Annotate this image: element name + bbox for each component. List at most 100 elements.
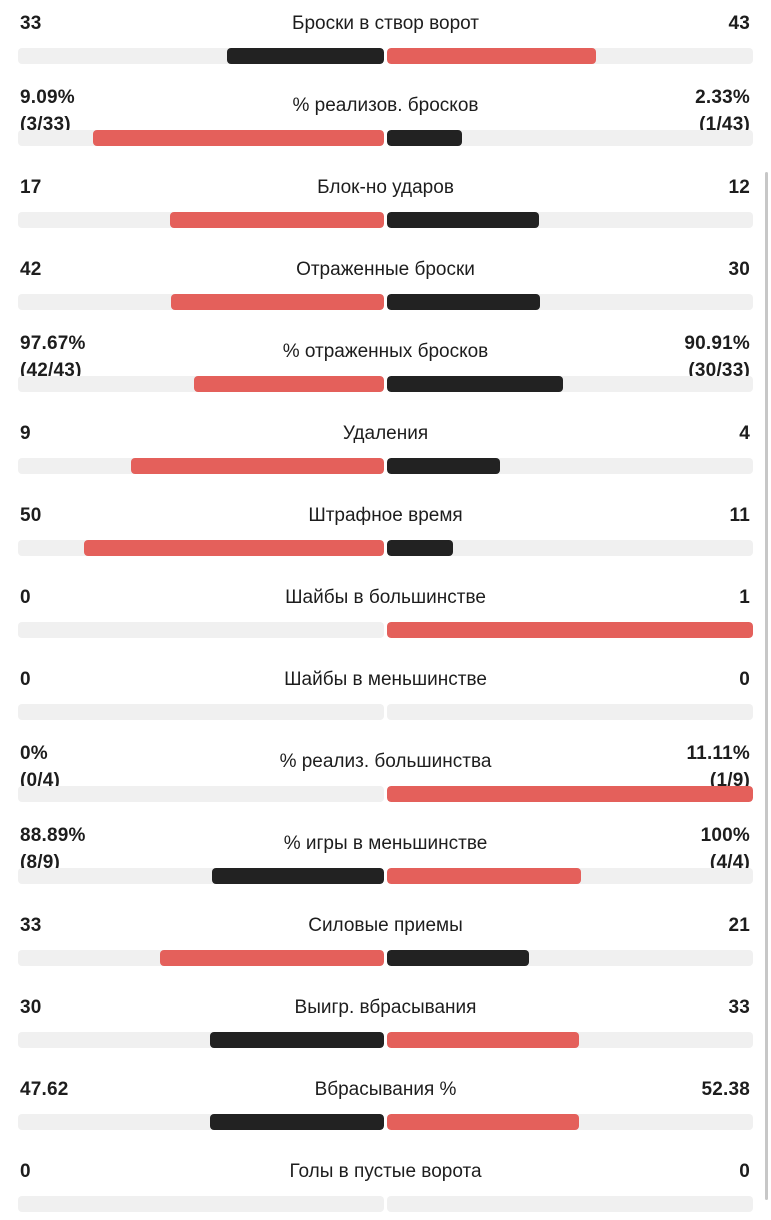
stat-row: 0% (0/4) % реализ. большинства 11.11% (1/9): [0, 728, 771, 810]
home-value: 47.62: [20, 1076, 69, 1103]
home-value: 30: [20, 994, 42, 1021]
stat-row: 0 Голы в пустые ворота 0: [0, 1138, 771, 1220]
home-bar-track: [18, 376, 384, 392]
stat-label: Удаления: [342, 423, 429, 444]
away-bar-track: [387, 212, 753, 228]
away-bar-fill: [387, 376, 563, 392]
home-bar-track: [18, 786, 384, 802]
home-bar-track: [18, 48, 384, 64]
home-value-main: 9: [20, 423, 31, 444]
away-value-main: 100%: [700, 825, 750, 846]
home-value: 33: [20, 912, 42, 939]
stat-row: 88.89% (8/9) % игры в меньшинстве 100% (4/4): [0, 810, 771, 892]
home-value: 88.89% (8/9): [20, 822, 86, 876]
home-bar-track: [18, 950, 384, 966]
away-bar-track: [387, 1114, 753, 1130]
away-value-main: 90.91%: [684, 333, 750, 354]
away-bar-track: [387, 1196, 753, 1212]
away-value: 30: [728, 256, 750, 283]
away-value-main: 1: [739, 587, 750, 608]
home-value-detail: (8/9): [20, 852, 61, 873]
away-bar-track: [387, 376, 753, 392]
home-value-main: 97.67%: [20, 333, 86, 354]
away-value-main: 12: [728, 177, 750, 198]
away-value-main: 43: [728, 13, 750, 34]
away-value-main: 11: [729, 505, 750, 526]
away-value: 52.38: [701, 1076, 750, 1103]
away-bar-fill: [387, 950, 529, 966]
home-value-main: 0: [20, 1161, 31, 1182]
stat-row: 97.67% (42/43) % отраженных бросков 90.91% (…: [0, 318, 771, 400]
stat-label: Блок-но ударов: [317, 177, 454, 198]
away-bar-track: [387, 704, 753, 720]
away-bar-fill: [387, 868, 581, 884]
away-value-main: 52.38: [701, 1079, 750, 1100]
home-bar-fill: [227, 48, 384, 64]
away-value: 1: [739, 584, 750, 611]
scrollbar[interactable]: [765, 172, 768, 1200]
away-bar-fill: [387, 1032, 579, 1048]
home-value-main: 0: [20, 669, 31, 690]
away-bar-track: [387, 130, 753, 146]
stat-row: 33 Силовые приемы 21: [0, 892, 771, 974]
away-value-main: 2.33%: [695, 87, 750, 108]
stat-label: Штрафное время: [308, 505, 463, 526]
home-bar-track: [18, 540, 384, 556]
stat-row: 47.62 Вбрасывания % 52.38: [0, 1056, 771, 1138]
away-bar-track: [387, 786, 753, 802]
home-bar-fill: [171, 294, 384, 310]
away-bar-track: [387, 950, 753, 966]
home-value-main: 50: [20, 505, 42, 526]
away-bar-fill: [387, 786, 753, 802]
home-bar-fill: [160, 950, 384, 966]
away-bar-track: [387, 294, 753, 310]
away-bar-fill: [387, 48, 596, 64]
stat-row: 0 Шайбы в большинстве 1: [0, 564, 771, 646]
home-bar-fill: [170, 212, 384, 228]
stat-label: Отраженные броски: [296, 259, 475, 280]
away-value: 4: [739, 420, 750, 447]
away-value-detail: (1/9): [709, 770, 750, 791]
home-bar-fill: [194, 376, 384, 392]
stat-row: 30 Выигр. вбрасывания 33: [0, 974, 771, 1056]
home-bar-fill: [210, 1032, 384, 1048]
stat-row: 42 Отраженные броски 30: [0, 236, 771, 318]
stat-label: Выигр. вбрасывания: [294, 997, 477, 1018]
home-value: 0: [20, 666, 31, 693]
home-value-detail: (42/43): [20, 360, 82, 381]
away-value: 12: [728, 174, 750, 201]
away-value: 2.33% (1/43): [695, 84, 750, 138]
away-bar-fill: [387, 130, 462, 146]
home-value: 9.09% (3/33): [20, 84, 75, 138]
away-value: 11.11% (1/9): [686, 740, 750, 794]
home-bar-track: [18, 868, 384, 884]
home-value-main: 33: [20, 13, 42, 34]
stat-label: % отраженных бросков: [282, 341, 489, 362]
home-value-main: 88.89%: [20, 825, 86, 846]
away-value: 21: [728, 912, 750, 939]
home-value-main: 9.09%: [20, 87, 75, 108]
home-value-detail: (0/4): [20, 770, 61, 791]
away-bar-fill: [387, 1114, 579, 1130]
stat-row: 33 Броски в створ ворот 43: [0, 0, 771, 72]
home-value: 17: [20, 174, 42, 201]
home-bar-track: [18, 458, 384, 474]
away-value: 100% (4/4): [701, 822, 750, 876]
away-value-main: 21: [728, 915, 750, 936]
home-bar-track: [18, 704, 384, 720]
home-bar-fill: [93, 130, 384, 146]
home-value: 50: [20, 502, 42, 529]
away-bar-fill: [387, 212, 539, 228]
home-value-main: 30: [20, 997, 42, 1018]
away-bar-track: [387, 458, 753, 474]
home-bar-track: [18, 294, 384, 310]
away-bar-track: [387, 622, 753, 638]
home-value: 0: [20, 1158, 31, 1185]
away-bar-track: [387, 540, 753, 556]
home-value: 9: [20, 420, 31, 447]
home-value-main: 33: [20, 915, 42, 936]
home-bar-fill: [84, 540, 384, 556]
home-value: 97.67% (42/43): [20, 330, 86, 384]
stat-label: Броски в створ ворот: [291, 13, 480, 34]
